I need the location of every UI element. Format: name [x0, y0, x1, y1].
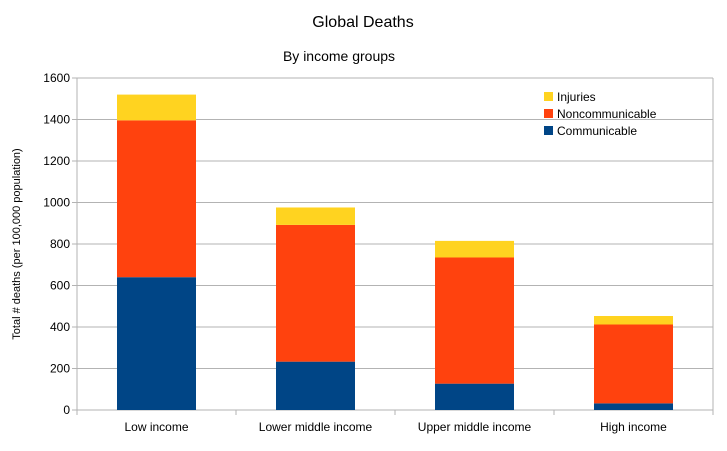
y-tick-label: 0: [63, 403, 70, 417]
y-tick-label: 1600: [43, 71, 70, 85]
legend-label: Communicable: [557, 124, 637, 138]
bar-communicable: [435, 383, 514, 410]
bar-communicable: [117, 277, 196, 410]
bar-injuries: [276, 207, 355, 225]
y-tick-label: 200: [50, 362, 70, 376]
chart-title: Global Deaths: [312, 14, 413, 31]
y-tick-label: 800: [50, 237, 70, 251]
x-tick-label: Upper middle income: [418, 420, 532, 434]
chart-subtitle: By income groups: [283, 48, 395, 64]
legend-swatch: [544, 92, 553, 101]
x-tick-label: High income: [600, 420, 667, 434]
bar-noncommunicable: [276, 224, 355, 362]
y-tick-label: 400: [50, 320, 70, 334]
legend-label: Noncommunicable: [557, 107, 657, 121]
y-axis-label: Total # deaths (per 100,000 population): [11, 148, 23, 339]
y-tick-label: 1000: [43, 196, 70, 210]
x-tick-label: Lower middle income: [259, 420, 373, 434]
bar-communicable: [276, 361, 355, 410]
legend-label: Injuries: [557, 90, 596, 104]
x-tick-label: Low income: [124, 420, 188, 434]
y-tick-label: 600: [50, 279, 70, 293]
y-tick-label: 1200: [43, 154, 70, 168]
bar-noncommunicable: [117, 120, 196, 278]
bar-noncommunicable: [435, 257, 514, 384]
bar-injuries: [117, 94, 196, 121]
bar-injuries: [435, 240, 514, 258]
bar-communicable: [594, 403, 673, 410]
legend-swatch: [544, 126, 553, 135]
bar-injuries: [594, 316, 673, 325]
y-tick-label: 1400: [43, 113, 70, 127]
bar-noncommunicable: [594, 324, 673, 404]
legend-swatch: [544, 109, 553, 118]
